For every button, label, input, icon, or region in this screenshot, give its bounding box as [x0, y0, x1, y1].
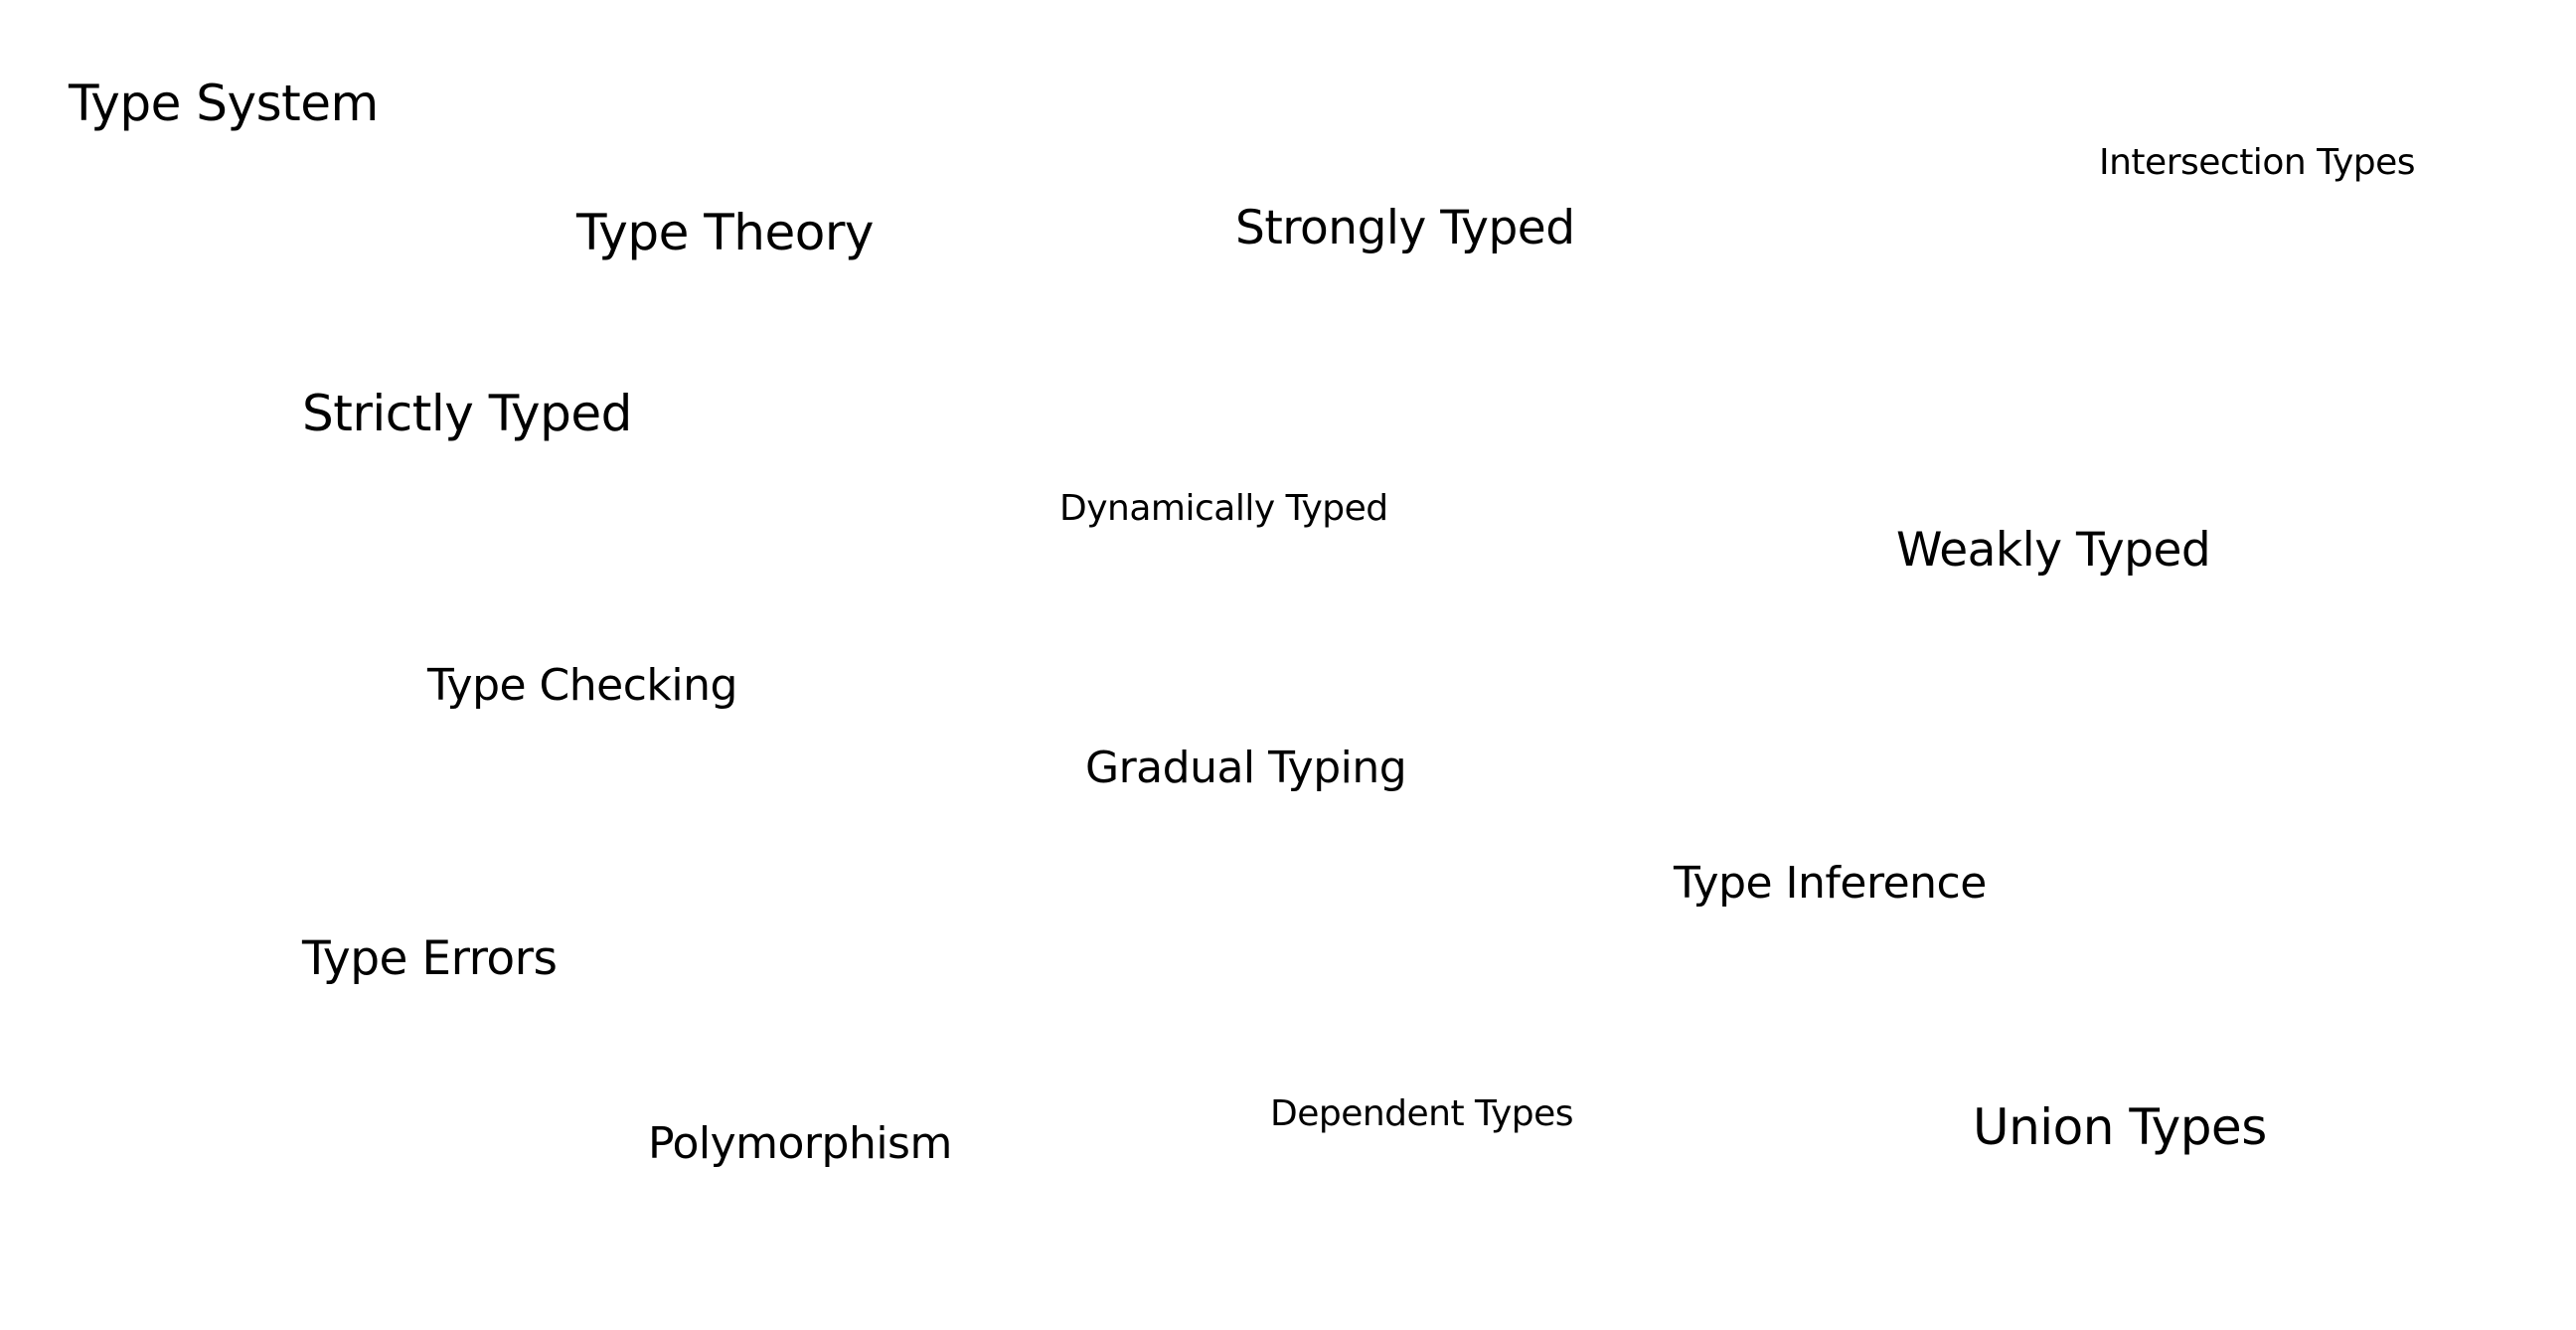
term-intersection-types: Intersection Types — [2099, 142, 2416, 183]
term-dependent-types: Dependent Types — [1270, 1093, 1574, 1134]
term-strictly-typed: Strictly Typed — [302, 385, 632, 442]
term-polymorphism: Polymorphism — [648, 1118, 952, 1169]
term-type-checking: Type Checking — [427, 660, 737, 711]
term-type-system: Type System — [69, 75, 379, 132]
term-type-theory: Type Theory — [576, 204, 874, 261]
term-type-inference: Type Inference — [1674, 858, 1987, 909]
term-gradual-typing: Gradual Typing — [1085, 743, 1407, 793]
term-dynamically-typed: Dynamically Typed — [1059, 488, 1388, 529]
term-type-errors: Type Errors — [302, 931, 558, 986]
term-union-types: Union Types — [1973, 1098, 2267, 1156]
term-weakly-typed: Weakly Typed — [1896, 523, 2211, 578]
term-strongly-typed: Strongly Typed — [1235, 201, 1575, 255]
